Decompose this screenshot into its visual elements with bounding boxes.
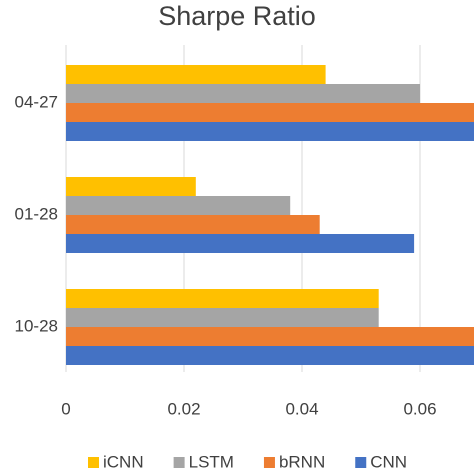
y-tick-label: 04-27: [15, 92, 58, 111]
bar: [66, 103, 474, 122]
legend-swatch: [355, 457, 367, 468]
y-tick-label: 01-28: [15, 204, 58, 223]
bar: [66, 65, 326, 84]
bar: [66, 234, 415, 253]
legend-label: CNN: [370, 452, 407, 471]
legend-swatch: [173, 457, 185, 468]
x-tick-label: 0.02: [167, 399, 200, 418]
legend-label: bRNN: [279, 452, 325, 471]
x-tick-label: 0.06: [403, 399, 436, 418]
bar: [66, 122, 474, 141]
legend-label: iCNN: [103, 452, 144, 471]
x-tick-label: 0: [61, 399, 70, 418]
bar: [66, 308, 379, 327]
y-tick-label: 10-28: [15, 316, 58, 335]
legend-swatch: [263, 457, 275, 468]
bar: [66, 177, 196, 196]
bar: [66, 196, 291, 215]
bar: [66, 327, 474, 346]
bar: [66, 84, 420, 103]
chart-title: Sharpe Ratio: [158, 1, 316, 31]
legend-label: LSTM: [189, 452, 234, 471]
bar: [66, 215, 320, 234]
bar: [66, 289, 379, 308]
x-tick-label: 0.04: [285, 399, 318, 418]
legend-swatch: [88, 457, 99, 468]
bar: [66, 346, 474, 365]
